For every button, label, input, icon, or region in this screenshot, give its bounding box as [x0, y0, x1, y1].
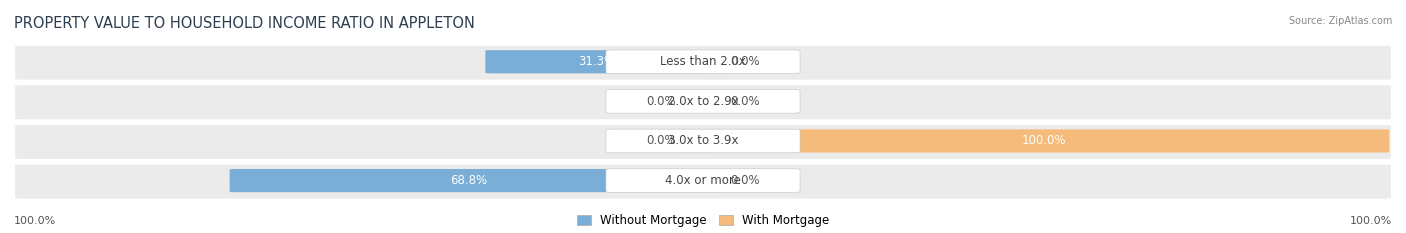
- Text: 2.0x to 2.9x: 2.0x to 2.9x: [668, 95, 738, 108]
- Text: 68.8%: 68.8%: [450, 174, 486, 187]
- Text: 100.0%: 100.0%: [14, 216, 56, 226]
- Text: 4.0x or more: 4.0x or more: [665, 174, 741, 187]
- FancyBboxPatch shape: [606, 129, 800, 153]
- FancyBboxPatch shape: [485, 50, 707, 73]
- FancyBboxPatch shape: [14, 124, 1392, 160]
- Text: 0.0%: 0.0%: [731, 55, 761, 68]
- Text: 0.0%: 0.0%: [731, 95, 761, 108]
- Text: 100.0%: 100.0%: [1350, 216, 1392, 226]
- Text: PROPERTY VALUE TO HOUSEHOLD INCOME RATIO IN APPLETON: PROPERTY VALUE TO HOUSEHOLD INCOME RATIO…: [14, 16, 475, 31]
- FancyBboxPatch shape: [606, 50, 800, 74]
- FancyBboxPatch shape: [678, 129, 707, 153]
- Text: 31.3%: 31.3%: [578, 55, 614, 68]
- FancyBboxPatch shape: [229, 169, 707, 192]
- Text: 0.0%: 0.0%: [645, 95, 675, 108]
- Text: 100.0%: 100.0%: [1022, 134, 1066, 147]
- Text: 0.0%: 0.0%: [731, 174, 761, 187]
- FancyBboxPatch shape: [14, 84, 1392, 120]
- FancyBboxPatch shape: [699, 50, 728, 73]
- Text: Source: ZipAtlas.com: Source: ZipAtlas.com: [1288, 16, 1392, 26]
- FancyBboxPatch shape: [606, 169, 800, 192]
- FancyBboxPatch shape: [699, 129, 1389, 153]
- FancyBboxPatch shape: [14, 164, 1392, 199]
- Text: 0.0%: 0.0%: [645, 134, 675, 147]
- FancyBboxPatch shape: [699, 169, 728, 192]
- Text: Less than 2.0x: Less than 2.0x: [659, 55, 747, 68]
- Legend: Without Mortgage, With Mortgage: Without Mortgage, With Mortgage: [576, 214, 830, 227]
- FancyBboxPatch shape: [678, 90, 707, 113]
- FancyBboxPatch shape: [14, 45, 1392, 81]
- FancyBboxPatch shape: [699, 90, 728, 113]
- FancyBboxPatch shape: [606, 89, 800, 113]
- Text: 3.0x to 3.9x: 3.0x to 3.9x: [668, 134, 738, 147]
